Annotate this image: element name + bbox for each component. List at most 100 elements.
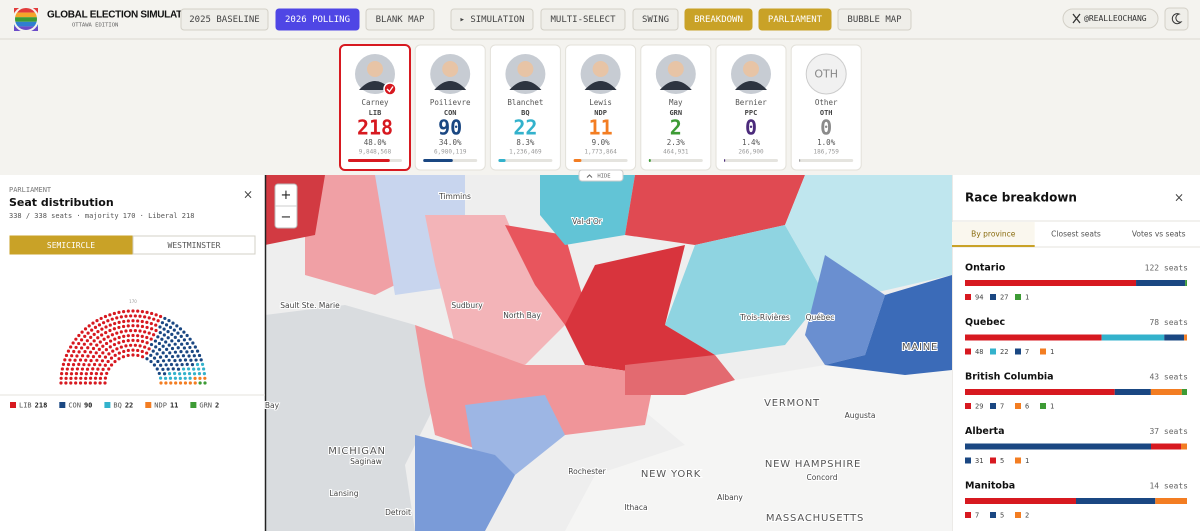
seat-dot xyxy=(115,331,119,335)
zoom-button[interactable]: + xyxy=(281,188,292,203)
legend-party: NDP xyxy=(154,402,167,410)
seat-dot xyxy=(177,339,181,343)
seat-dot xyxy=(154,323,158,327)
x-icon xyxy=(1072,13,1081,24)
tab[interactable]: Votes vs seats xyxy=(1132,230,1186,239)
zoom-button[interactable]: − xyxy=(281,210,292,225)
view-toggle-label[interactable]: SEMICIRCLE xyxy=(47,241,95,250)
seat-dot xyxy=(133,329,137,333)
seat-dot xyxy=(93,381,97,385)
nav-button[interactable] xyxy=(758,8,832,31)
seat-dot xyxy=(105,371,109,376)
seat-dot xyxy=(182,338,187,342)
bar-track xyxy=(799,159,854,162)
nav-button-label[interactable]: ▸ SIMULATION xyxy=(459,15,524,25)
nav-button-label[interactable]: PARLIAMENT xyxy=(768,15,823,25)
seat-dot xyxy=(79,376,83,380)
seat-dot xyxy=(129,329,133,333)
seat-dot xyxy=(97,323,102,327)
seat-dot xyxy=(140,324,145,329)
handle[interactable]: @REALLEOCHANG xyxy=(1084,14,1147,23)
seat-dot xyxy=(90,328,94,332)
seat-dot xyxy=(170,332,174,336)
seat-dot xyxy=(197,353,202,358)
close-button[interactable]: × xyxy=(1174,191,1184,205)
tab[interactable]: Closest seats xyxy=(1051,230,1101,239)
close-button[interactable]: × xyxy=(243,188,253,202)
seat-bar-segment xyxy=(1164,334,1185,341)
nav-button-label[interactable]: SWING xyxy=(642,15,669,25)
tab[interactable]: By province xyxy=(971,230,1016,239)
nav-button[interactable] xyxy=(365,8,435,31)
nav-button[interactable] xyxy=(632,8,679,31)
seat-bar-segment xyxy=(1184,334,1187,341)
seat-dot xyxy=(64,372,69,376)
legend-swatch xyxy=(965,457,971,464)
seat-dot xyxy=(71,341,75,345)
seat-dot xyxy=(91,321,95,325)
seat-dot xyxy=(80,354,85,358)
legend-swatch xyxy=(1015,512,1021,518)
region xyxy=(505,225,585,325)
seat-dot xyxy=(173,376,177,380)
handle-button[interactable] xyxy=(1062,8,1159,29)
seat-dot xyxy=(185,333,189,338)
map[interactable] xyxy=(265,175,952,531)
nav-button-label[interactable]: BREAKDOWN xyxy=(694,15,743,25)
nav-button-label[interactable]: 2026 POLLING xyxy=(285,15,350,25)
seat-dot xyxy=(195,349,200,353)
nav-button-label[interactable]: MULTI-SELECT xyxy=(550,15,616,25)
hide-tab[interactable] xyxy=(578,169,624,182)
seat-dot xyxy=(194,358,198,362)
seat-dot xyxy=(161,359,166,363)
vote-bar xyxy=(799,159,801,162)
seat-dot xyxy=(161,351,165,355)
party-votes: 9,848,568 xyxy=(359,149,392,156)
province-seats: 14 seats xyxy=(1149,482,1188,491)
nav-button[interactable] xyxy=(837,8,912,31)
nav-button[interactable] xyxy=(540,8,626,31)
seat-dot xyxy=(126,319,130,323)
seat-dot xyxy=(158,325,162,329)
seat-dot xyxy=(133,314,137,318)
seat-dot xyxy=(121,339,126,344)
seat-dot xyxy=(117,357,121,361)
hide-tab-label[interactable]: HIDE xyxy=(597,174,610,180)
seat-dot xyxy=(161,344,165,348)
seat-dot xyxy=(181,367,186,371)
seat-dot xyxy=(152,356,157,360)
seat-dot xyxy=(129,314,133,318)
nav-button[interactable] xyxy=(684,8,753,31)
seat-dot xyxy=(182,330,186,334)
nav-button[interactable] xyxy=(450,8,534,31)
seat-dot xyxy=(95,358,99,362)
seat-dot xyxy=(126,324,130,328)
seat-dot xyxy=(200,362,205,366)
vote-bar xyxy=(648,159,651,162)
view-toggle[interactable] xyxy=(9,235,133,255)
seat-dot xyxy=(187,371,192,376)
seat-dot xyxy=(59,381,63,385)
nav-button-label[interactable]: BUBBLE MAP xyxy=(847,15,902,25)
legend-count: 5 xyxy=(1000,457,1004,465)
seat-dot xyxy=(162,372,167,376)
party-seats: 22 xyxy=(513,116,537,140)
nav-button[interactable] xyxy=(275,8,360,31)
photo-initials: OTH xyxy=(814,68,838,81)
seat-dot xyxy=(160,321,165,325)
nav-button[interactable] xyxy=(180,8,269,31)
legend-count: 29 xyxy=(975,403,983,411)
nav-button-label[interactable]: BLANK MAP xyxy=(376,15,425,25)
nav-button-label[interactable]: 2025 BASELINE xyxy=(189,15,259,25)
view-toggle-label[interactable]: WESTMINSTER xyxy=(168,241,221,250)
view-toggle[interactable] xyxy=(132,235,256,255)
candidate-name: Other xyxy=(815,98,838,107)
seat-dot xyxy=(92,339,96,343)
